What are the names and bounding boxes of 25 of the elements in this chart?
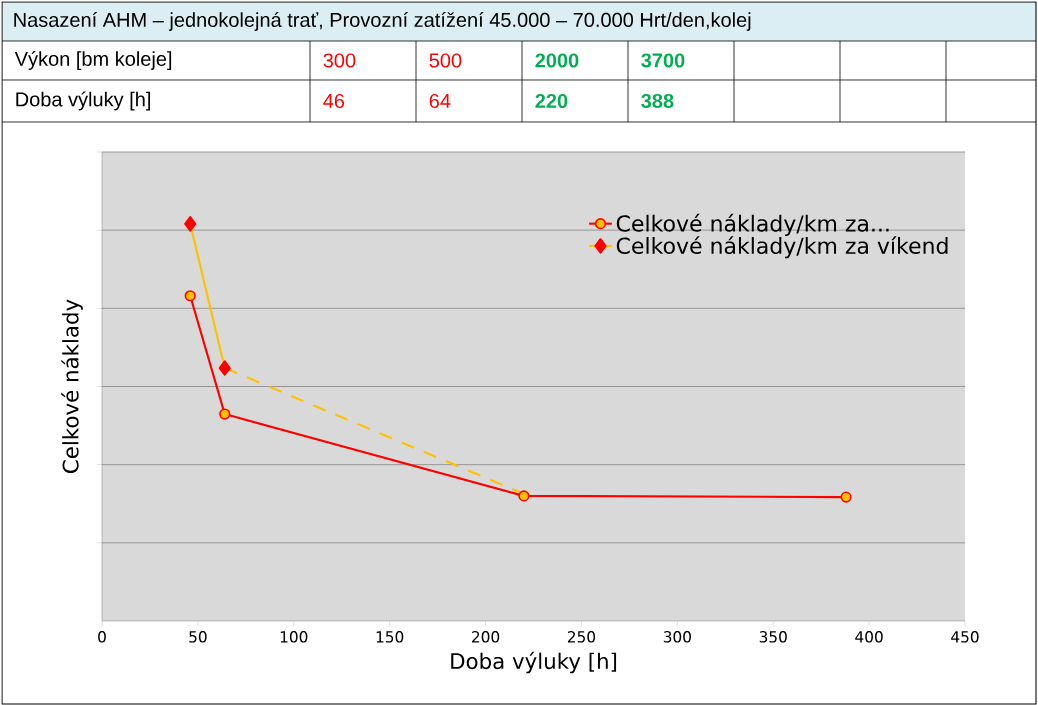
text: 64 bbox=[429, 93, 451, 109]
legend-label: Celkové náklady/km za... bbox=[616, 213, 889, 237]
x-tick-label: 0 bbox=[98, 631, 106, 643]
text: 46 bbox=[323, 93, 345, 109]
text: 500 bbox=[429, 53, 462, 68]
x-axis-title: Doba výluky [h] bbox=[451, 651, 617, 674]
x-tick-label: 400 bbox=[855, 631, 883, 643]
text: Doba výluky [h] bbox=[16, 91, 150, 111]
chart-title: Nasazení AHM – jednokolejná trať, Provozní zatížení 45.000 – 70.000 Hrt/den,kolej bbox=[14, 12, 751, 31]
text: 388 bbox=[641, 93, 674, 109]
x-tick-label: 150 bbox=[376, 631, 404, 643]
text: 300 bbox=[323, 53, 356, 68]
legend-label: Celkové náklady/km za víkend bbox=[616, 236, 948, 259]
x-tick-label: 100 bbox=[280, 631, 308, 643]
x-tick-label: 350 bbox=[759, 631, 787, 643]
x-tick-label: 450 bbox=[951, 631, 979, 643]
text: 220 bbox=[535, 93, 568, 109]
text: 2000 bbox=[535, 53, 579, 68]
x-tick-label: 250 bbox=[567, 631, 596, 643]
x-tick-label: 300 bbox=[663, 631, 691, 643]
x-tick-label: 50 bbox=[189, 631, 207, 643]
y-axis-title: Celkové náklady bbox=[61, 299, 83, 473]
text: Výkon [bm koleje] bbox=[14, 51, 172, 70]
x-tick-label: 200 bbox=[472, 631, 500, 643]
text: 3700 bbox=[641, 53, 685, 68]
